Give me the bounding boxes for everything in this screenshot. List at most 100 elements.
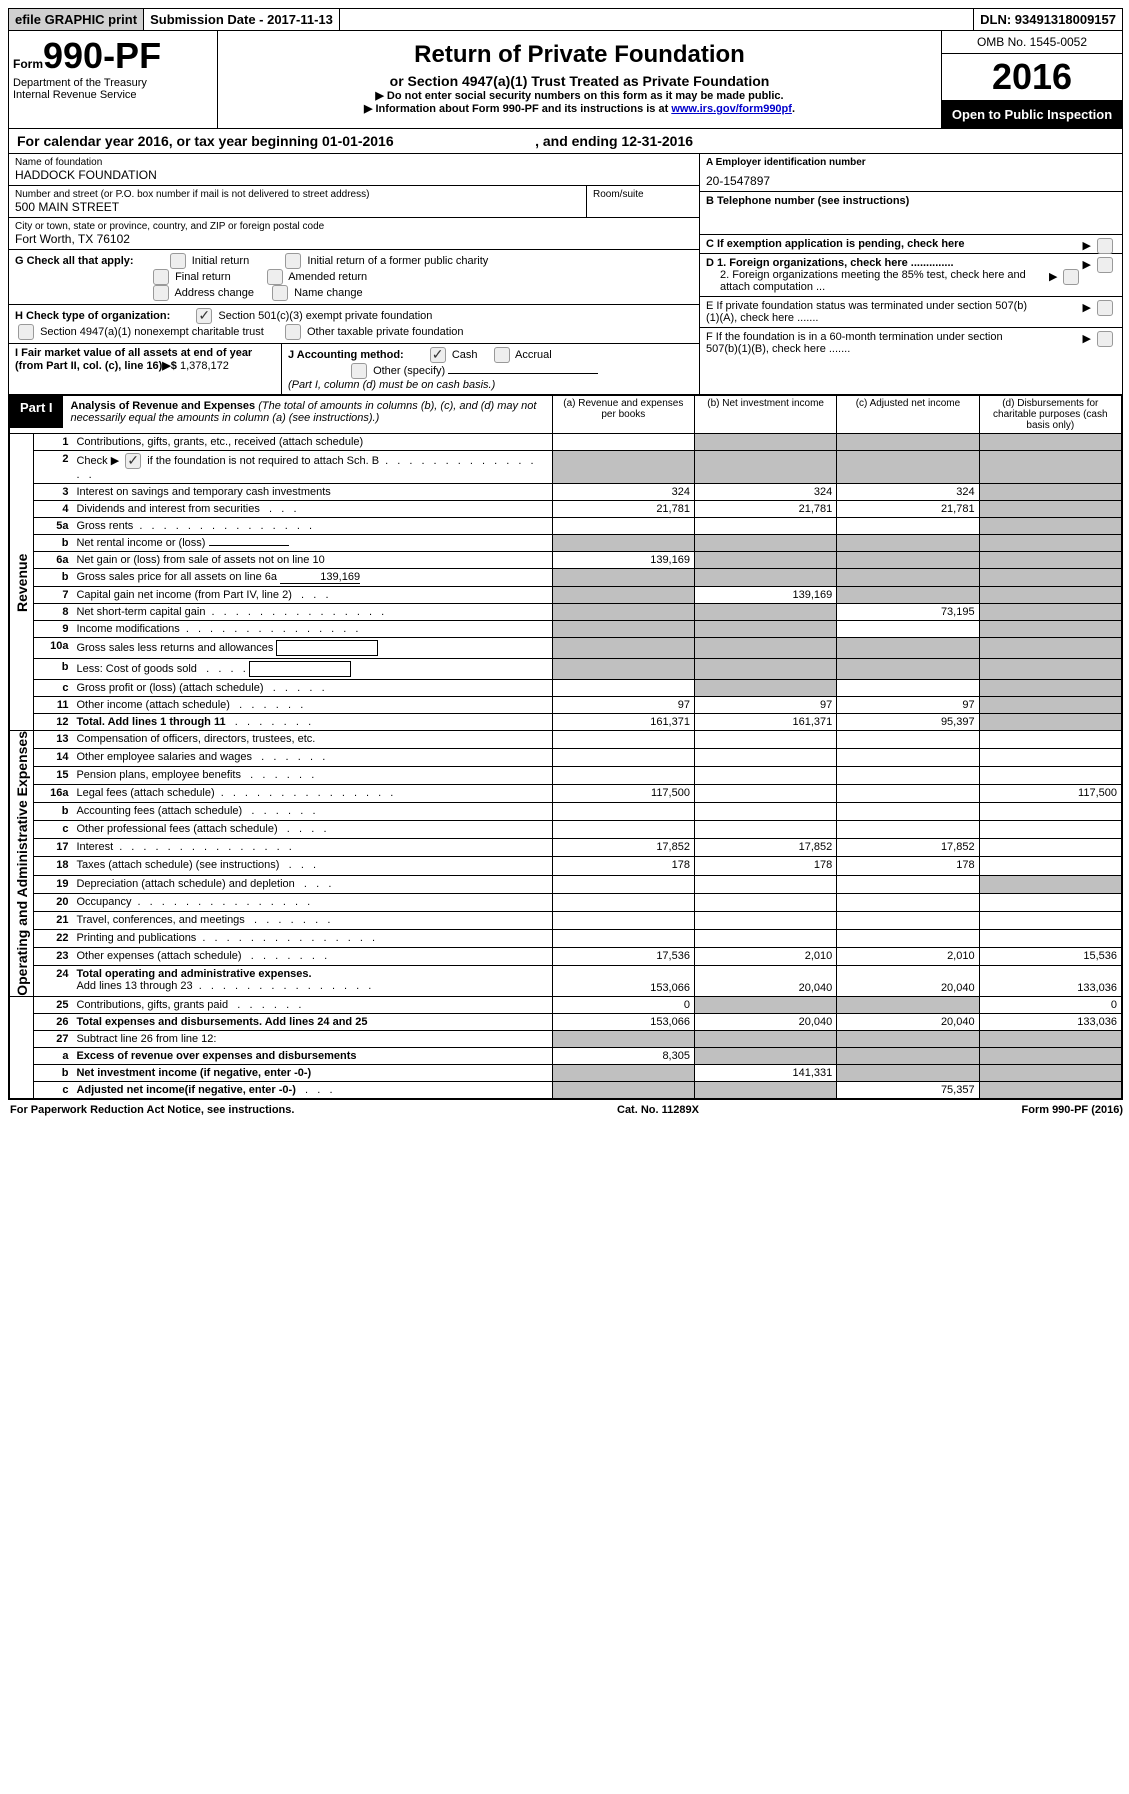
status-terminated-checkbox[interactable]	[1097, 300, 1113, 316]
line-desc: Gross sales less returns and allowances	[72, 638, 552, 659]
gross-sales-less-input[interactable]	[276, 640, 378, 656]
table-row: 6aNet gain or (loss) from sale of assets…	[10, 552, 1122, 569]
table-row: bNet rental income or (loss)	[10, 535, 1122, 552]
line-num: 19	[33, 875, 72, 893]
col-c-header: (c) Adjusted net income	[837, 396, 979, 434]
ein-cell: A Employer identification number 20-1547…	[700, 154, 1122, 192]
amended-return-checkbox[interactable]	[267, 269, 283, 285]
line-desc: Other income (attach schedule) . . . . .…	[72, 697, 552, 714]
table-row: 12Total. Add lines 1 through 11 . . . . …	[10, 714, 1122, 731]
line-desc: Adjusted net income(if negative, enter -…	[72, 1081, 552, 1098]
line-desc: Net short-term capital gain	[72, 604, 552, 621]
accrual-checkbox[interactable]	[494, 347, 510, 363]
line-num: b	[33, 803, 72, 821]
line-num: 22	[33, 929, 72, 947]
foreign-85-checkbox[interactable]	[1063, 269, 1079, 285]
table-row: 3Interest on savings and temporary cash …	[10, 484, 1122, 501]
city-label: City or town, state or province, country…	[15, 221, 693, 232]
amt-c: 73,195	[837, 604, 979, 621]
amt-c: 324	[837, 484, 979, 501]
address-change-label: Address change	[174, 287, 254, 299]
ein-label: A Employer identification number	[706, 157, 866, 168]
initial-return-checkbox[interactable]	[170, 253, 186, 269]
section-ij: I Fair market value of all assets at end…	[9, 344, 699, 394]
amt-a: 324	[552, 484, 694, 501]
h-501-label: Section 501(c)(3) exempt private foundat…	[218, 310, 432, 322]
revenue-label: Revenue	[10, 434, 34, 731]
line-desc: Gross sales price for all assets on line…	[72, 569, 552, 587]
initial-former-checkbox[interactable]	[285, 253, 301, 269]
exemption-pending-checkbox[interactable]	[1097, 238, 1113, 254]
line-num: b	[33, 1064, 72, 1081]
foreign-org-checkbox[interactable]	[1097, 257, 1113, 273]
amt-c: 97	[837, 697, 979, 714]
line-num: 13	[33, 731, 72, 749]
sch-b-checkbox[interactable]	[125, 453, 141, 469]
j-label: J Accounting method:	[288, 349, 404, 361]
cash-checkbox[interactable]	[430, 347, 446, 363]
line-desc: Total. Add lines 1 through 11 . . . . . …	[72, 714, 552, 731]
table-row: 5aGross rents	[10, 518, 1122, 535]
line-num: b	[33, 535, 72, 552]
city-cell: City or town, state or province, country…	[9, 218, 699, 250]
initial-return-label: Initial return	[192, 255, 249, 267]
amt-a: 17,852	[552, 839, 694, 857]
amt-b: 161,371	[694, 714, 836, 731]
line-num: 24	[33, 965, 72, 996]
col-a-header: (a) Revenue and expenses per books	[552, 396, 694, 434]
line-num: 23	[33, 947, 72, 965]
room-label: Room/suite	[593, 189, 693, 200]
rental-income-input[interactable]	[209, 545, 289, 546]
other-taxable-checkbox[interactable]	[285, 324, 301, 340]
phone-cell: B Telephone number (see instructions)	[700, 192, 1122, 235]
top-bar: efile GRAPHIC print Submission Date - 20…	[9, 9, 1122, 31]
line-desc: Less: Cost of goods sold . . . .	[72, 659, 552, 680]
addr-label: Number and street (or P.O. box number if…	[15, 189, 580, 200]
line-desc: Excess of revenue over expenses and disb…	[72, 1047, 552, 1064]
initial-former-label: Initial return of a former public charit…	[307, 255, 488, 267]
60-month-checkbox[interactable]	[1097, 331, 1113, 347]
line-desc: Other professional fees (attach schedule…	[72, 821, 552, 839]
line-num: 20	[33, 893, 72, 911]
line-desc: Depreciation (attach schedule) and deple…	[72, 875, 552, 893]
table-row: 19Depreciation (attach schedule) and dep…	[10, 875, 1122, 893]
amt-b: 97	[694, 697, 836, 714]
cogs-input[interactable]	[249, 661, 351, 677]
other-specify-input[interactable]	[448, 373, 598, 374]
final-return-checkbox[interactable]	[153, 269, 169, 285]
table-row: 20Occupancy	[10, 893, 1122, 911]
header-center: Return of Private Foundation or Section …	[218, 31, 941, 128]
line-num: c	[33, 680, 72, 697]
h-4947-label: Section 4947(a)(1) nonexempt charitable …	[40, 326, 264, 338]
name-change-checkbox[interactable]	[272, 285, 288, 301]
table-row: 22Printing and publications	[10, 929, 1122, 947]
section-4947-checkbox[interactable]	[18, 324, 34, 340]
table-row: cGross profit or (loss) (attach schedule…	[10, 680, 1122, 697]
header-left: Form990-PF Department of the Treasury In…	[9, 31, 218, 128]
ein-value: 20-1547897	[706, 174, 1116, 188]
section-501c3-checkbox[interactable]	[196, 308, 212, 324]
footer-right: Form 990-PF (2016)	[1022, 1104, 1124, 1116]
section-h: H Check type of organization: Section 50…	[9, 305, 699, 344]
header-right: OMB No. 1545-0052 2016 Open to Public In…	[941, 31, 1122, 128]
amt-c: 17,852	[837, 839, 979, 857]
amt-a: 21,781	[552, 501, 694, 518]
line-desc: Travel, conferences, and meetings . . . …	[72, 911, 552, 929]
amt-b: 21,781	[694, 501, 836, 518]
instructions-link[interactable]: www.irs.gov/form990pf	[671, 103, 792, 115]
line-num: 2	[33, 451, 72, 484]
efile-print-button[interactable]: efile GRAPHIC print	[9, 9, 144, 30]
amt-b: 141,331	[694, 1064, 836, 1081]
table-row: 4Dividends and interest from securities …	[10, 501, 1122, 518]
address-change-checkbox[interactable]	[153, 285, 169, 301]
table-row: cAdjusted net income(if negative, enter …	[10, 1081, 1122, 1098]
table-row: 15Pension plans, employee benefits . . .…	[10, 767, 1122, 785]
form-header: Form990-PF Department of the Treasury In…	[9, 31, 1122, 129]
line-num: 10a	[33, 638, 72, 659]
line-desc: Printing and publications	[72, 929, 552, 947]
gross-sales-input[interactable]: 139,169	[280, 571, 360, 584]
other-method-checkbox[interactable]	[351, 363, 367, 379]
table-row: Operating and Administrative Expenses 13…	[10, 731, 1122, 749]
line-desc: Subtract line 26 from line 12:	[72, 1030, 552, 1047]
table-row: cOther professional fees (attach schedul…	[10, 821, 1122, 839]
